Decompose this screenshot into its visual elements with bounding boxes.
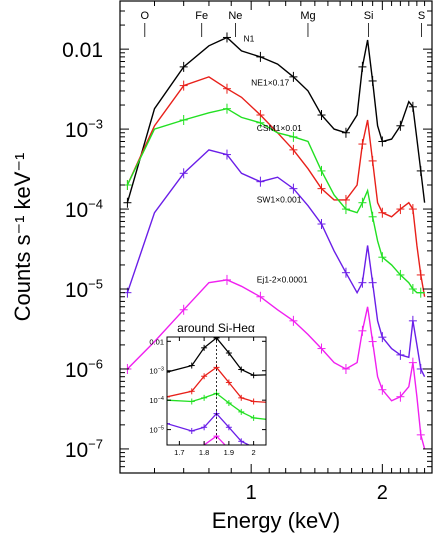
y-axis-title: Counts s⁻¹ keV⁻¹	[10, 153, 35, 322]
series-line	[126, 107, 425, 294]
y-tick-label: 10−7	[65, 437, 103, 462]
element-marker-o: O	[141, 10, 150, 37]
inset-series-line	[167, 337, 266, 376]
inset-y-tick-label: 10−4	[149, 396, 164, 405]
y-tick-label: 10−4	[65, 197, 103, 222]
inset-y-tick-label: 10−5	[149, 426, 164, 435]
x-tick-label: 2	[377, 482, 388, 504]
element-marker-layer: O Fe Ne Mg Si S	[141, 10, 425, 37]
series-csm1-0-01	[123, 103, 425, 298]
y-tick-label: 10−3	[65, 117, 103, 142]
series-line	[126, 76, 426, 297]
element-label: Fe	[195, 10, 208, 22]
element-marker-fe: Fe	[195, 10, 208, 37]
inset-series-layer	[167, 337, 266, 445]
series-ej1-2-0-0001	[123, 274, 426, 450]
y-tick-label: 0.01	[62, 39, 103, 62]
series-label-layer: N1 NE1×0.17 CSM1×0.01 SW1×0.001 Ej1-2×0.0001	[243, 33, 307, 284]
series-line	[126, 279, 426, 450]
inset-frame	[166, 336, 267, 446]
element-marker-mg: Mg	[300, 10, 316, 37]
inset-x-tick-label: 1.9	[224, 448, 234, 457]
y-axis-ticks: 0.01 10−3 10−4 10−5 10−6 10−7	[62, 0, 432, 474]
element-label: S	[418, 10, 425, 22]
inset-title: around Si-Heα	[177, 321, 255, 335]
series-label: Ej1-2×0.0001	[257, 275, 308, 285]
element-marker-s: S	[418, 10, 425, 37]
series-layer	[123, 32, 426, 450]
plot-frame	[119, 0, 433, 474]
inset-series-ne1-0-17	[167, 364, 266, 405]
inset-series-line	[167, 412, 251, 445]
inset-x-axis-ticks: 1.7 1.8 1.9 2	[174, 337, 256, 457]
element-label: Ne	[228, 10, 242, 22]
element-label: Mg	[300, 10, 315, 22]
series-label: NE1×0.17	[251, 78, 289, 88]
element-marker-si: Si	[364, 10, 374, 37]
inset-x-tick-label: 1.8	[199, 448, 209, 457]
inset-x-tick-label: 2	[252, 448, 256, 457]
inset-series-n1	[167, 337, 266, 379]
y-tick-label: 10−5	[65, 277, 103, 302]
series-line	[126, 149, 426, 378]
inset-series-line	[167, 392, 266, 420]
series-n1	[123, 32, 426, 208]
inset-x-tick-label: 1.7	[174, 448, 184, 457]
series-label: CSM1×0.01	[257, 123, 302, 133]
series-sw1-0-001	[123, 149, 426, 378]
inset-y-tick-label: 10−3	[149, 367, 164, 376]
element-label: O	[141, 10, 150, 22]
series-label: N1	[243, 33, 254, 43]
element-marker-ne: Ne	[228, 10, 242, 37]
series-line	[126, 36, 426, 203]
x-tick-label: 1	[246, 482, 257, 504]
inset-plot: around Si-Heα 0.01 10−3 10−4 10−5 1.7 1.8 1.9…	[149, 321, 267, 457]
inset-series-line	[167, 366, 266, 403]
series-label: SW1×0.001	[257, 195, 302, 205]
inset-y-tick-label: 0.01	[149, 337, 164, 346]
element-label: Si	[364, 10, 374, 22]
y-tick-label: 10−6	[65, 357, 103, 382]
x-axis-title: Energy (keV)	[212, 508, 340, 533]
inset-y-axis-ticks: 0.01 10−3 10−4 10−5	[149, 337, 266, 435]
